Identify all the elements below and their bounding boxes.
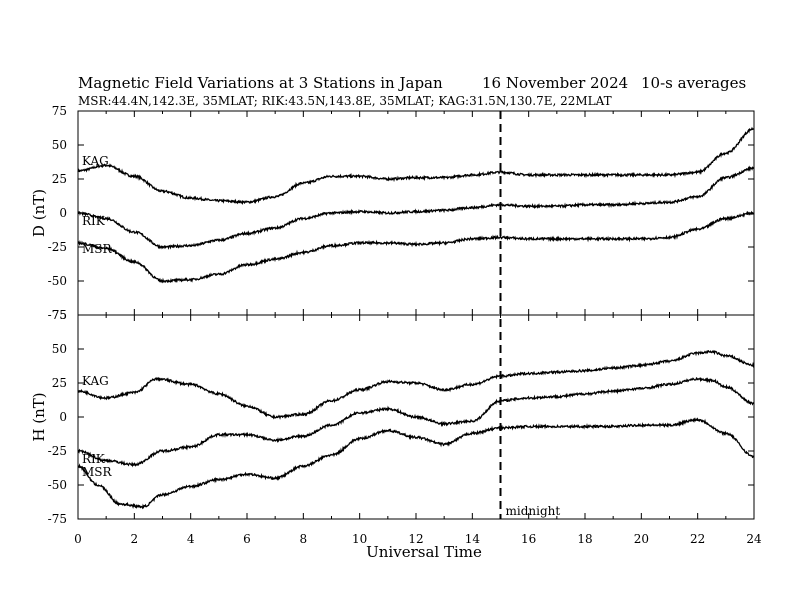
x-tick-label: 14	[465, 532, 481, 546]
x-tick-label: 16	[521, 532, 536, 546]
x-tick-label: 2	[131, 532, 139, 546]
y-tick-label: 50	[52, 342, 67, 356]
series-line-rik	[77, 165, 755, 250]
y-tick-label: 50	[52, 138, 67, 152]
y-tick-label: -75	[48, 512, 67, 526]
y-tick-label: 0	[59, 410, 67, 424]
x-tick-label: 20	[634, 532, 649, 546]
chart-subtitle: MSR:44.4N,142.3E, 35MLAT; RIK:43.5N,143.…	[78, 94, 612, 108]
y-tick-label: -25	[48, 240, 67, 254]
y-tick-label: -50	[48, 274, 67, 288]
series-line-kag	[77, 349, 755, 420]
series-line-kag	[77, 126, 755, 206]
x-tick-label: 4	[187, 532, 195, 546]
chart-date: 16 November 2024	[482, 74, 628, 92]
x-tick-label: 8	[300, 532, 308, 546]
y-tick-label: 75	[52, 104, 67, 118]
midnight-marker: midnight	[499, 111, 561, 519]
series-line-rik	[77, 376, 755, 468]
y-tick-label: -25	[48, 444, 67, 458]
series-label-msr: MSR	[82, 465, 113, 479]
series-label-rik: RIK	[82, 214, 106, 228]
midnight-label: midnight	[506, 504, 561, 518]
x-axis: 0 2 4 6 8 10 12 14 16 18 20 22 24	[74, 111, 762, 546]
series-line-msr	[77, 417, 755, 510]
y-axis-label: D (nT)	[30, 189, 48, 237]
y-axis-label: H (nT)	[30, 392, 48, 441]
x-tick-label: 24	[746, 532, 762, 546]
x-tick-label: 6	[243, 532, 251, 546]
series-label-rik: RIK	[82, 452, 106, 466]
chart-title: Magnetic Field Variations at 3 Stations …	[78, 74, 443, 92]
y-tick-label: -50	[48, 478, 67, 492]
x-tick-label: 12	[408, 532, 423, 546]
y-tick-label: 25	[52, 172, 67, 186]
y-tick-label: 25	[52, 376, 67, 390]
x-tick-label: 22	[690, 532, 705, 546]
y-tick-label: 75	[52, 308, 67, 322]
series-label-msr: MSR	[82, 242, 113, 256]
x-tick-label: 18	[577, 532, 592, 546]
x-tick-label: 10	[352, 532, 367, 546]
x-tick-label: 0	[74, 532, 82, 546]
chart-averaging: 10-s averages	[641, 74, 746, 92]
x-axis-label: Universal Time	[366, 543, 482, 561]
series-label-kag: KAG	[82, 374, 109, 388]
series-line-msr	[77, 210, 755, 284]
series-label-kag: KAG	[82, 154, 109, 168]
y-tick-label: -75	[48, 308, 67, 322]
y-tick-label: 0	[59, 206, 67, 220]
